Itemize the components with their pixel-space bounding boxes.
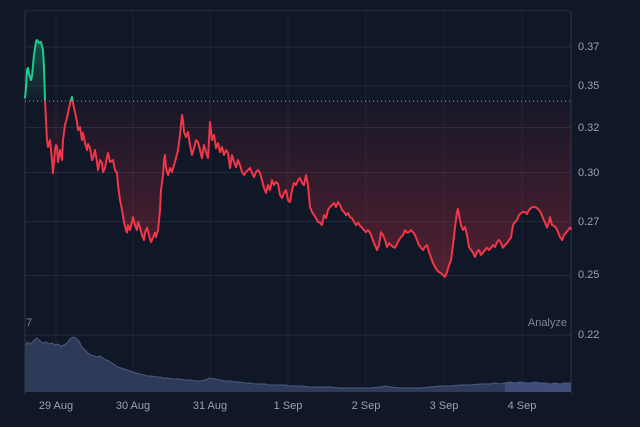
y-axis-label: 0.25 [578,269,600,282]
x-axis-label: 4 Sep [507,400,537,412]
volume-area [25,337,571,392]
price-line-below-baseline [43,100,572,278]
y-axis-label: 0.22 [578,329,600,342]
x-axis-label: 2 Sep [351,400,381,412]
label-7: 7 [26,317,33,329]
y-axis-label: 0.37 [578,41,600,53]
x-axis-label: 30 Aug [115,400,151,412]
analyze-button[interactable]: Analyze [527,317,567,329]
x-axis-label: 31 Aug [192,400,228,412]
y-axis-label: 0.35 [578,79,600,92]
y-axis-label: 0.27 [578,215,600,228]
x-axis-label: 3 Sep [429,400,459,412]
volume-top-edge [24,336,571,389]
y-axis-label: 0.32 [578,121,600,134]
y-axis-label: 0.30 [578,166,600,179]
x-axis-label: 29 Aug [38,400,74,412]
volume-area-current-day [505,382,571,392]
price-area-below-baseline [25,100,571,277]
x-axis-label: 1 Sep [273,400,303,412]
